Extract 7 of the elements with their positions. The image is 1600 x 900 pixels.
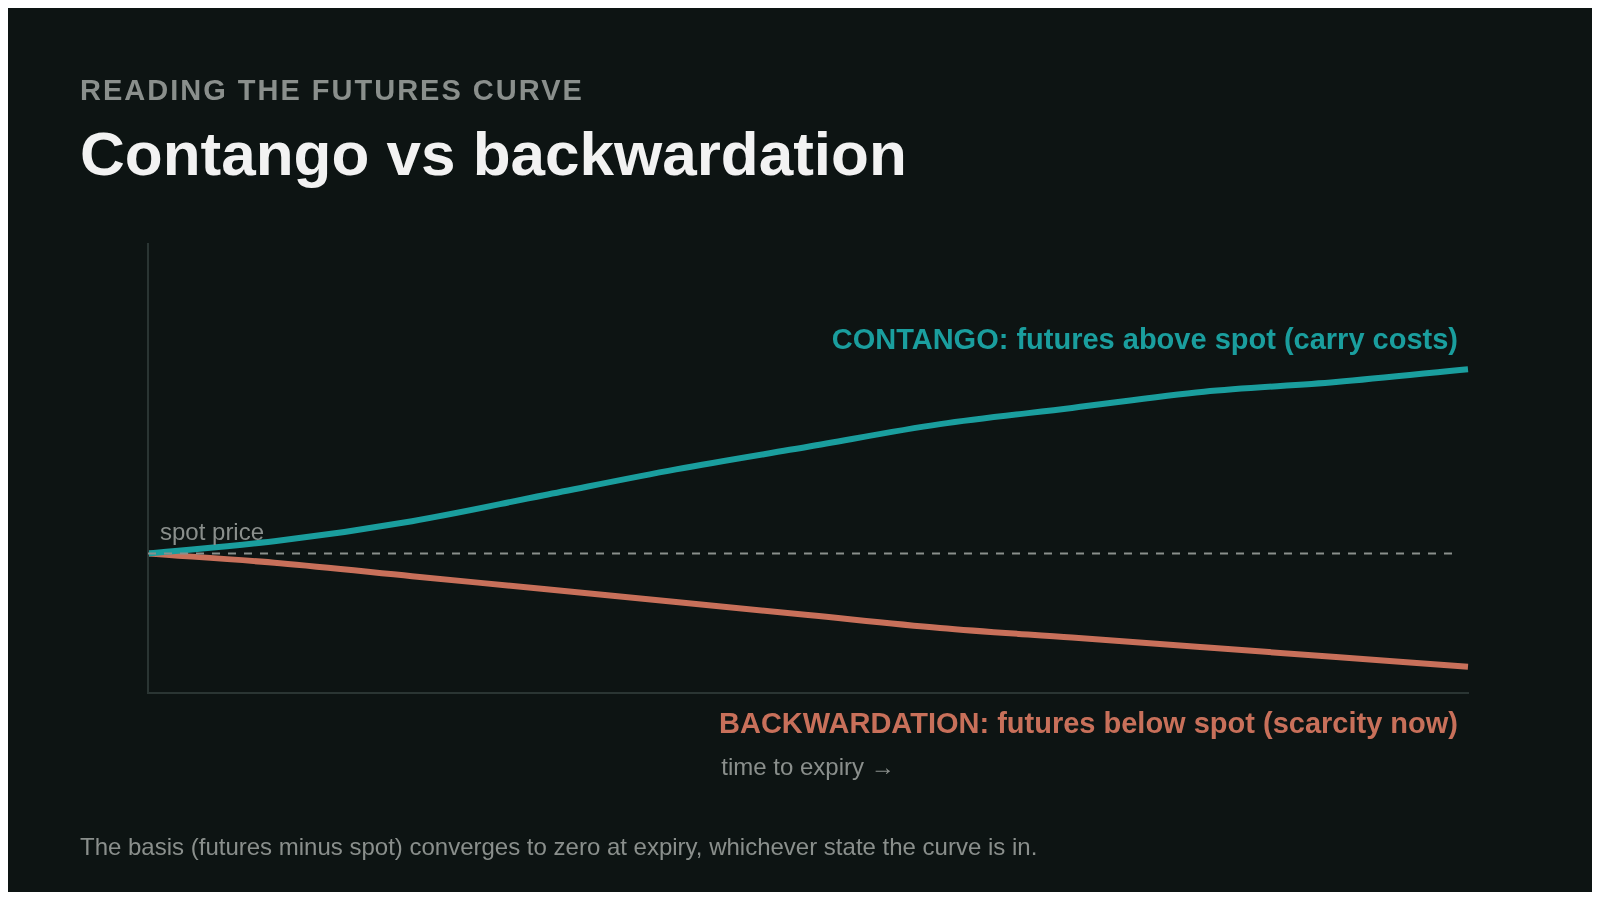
series-label: BACKWARDATION: futures below spot (scarcity now): [719, 707, 1458, 740]
text: The basis (futures minus spot) converges to zero at expiry, whichever state the curve is in.: [80, 833, 1038, 861]
x-axis-title: time to expiry →: [721, 753, 895, 781]
ref-line-label: spot price: [160, 518, 265, 546]
series-label: CONTANGO: futures above spot (carry costs): [831, 322, 1458, 355]
chart-title: Contango vs backwardation: [80, 118, 907, 189]
chart-subtitle: READING THE FUTURES CURVE: [80, 74, 584, 107]
